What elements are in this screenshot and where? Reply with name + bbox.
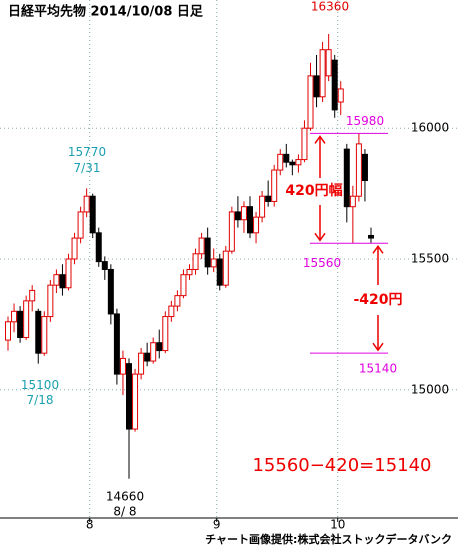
candle-body — [331, 59, 338, 111]
candle-body — [271, 169, 278, 202]
candle-body — [11, 310, 18, 323]
y-tick-label: 15000 — [411, 382, 449, 396]
x-tick-label: 8 — [86, 518, 94, 532]
candle-body — [180, 274, 187, 297]
candle-body — [23, 300, 30, 338]
candle-body — [162, 316, 169, 352]
candle-body — [5, 321, 11, 341]
candle-body — [150, 342, 157, 362]
callout-value: 16360 — [311, 0, 349, 14]
candle-body — [283, 153, 290, 163]
callout-value: 14660 — [106, 489, 144, 503]
level-label: 15560 — [303, 256, 341, 270]
candle-body — [259, 195, 266, 218]
candle-body — [77, 211, 84, 239]
candle-body — [83, 195, 90, 213]
level-label: 15980 — [346, 114, 384, 128]
candle-body — [186, 268, 193, 276]
y-tick-label: 16000 — [411, 121, 449, 135]
candle-body — [247, 206, 253, 234]
candle-body — [325, 49, 332, 77]
candle-body — [210, 258, 217, 268]
arrow-head — [372, 342, 384, 352]
candle-body — [113, 313, 120, 375]
candle-body — [53, 274, 60, 286]
callout-date: 7/18 — [27, 393, 54, 407]
candle-body — [192, 253, 199, 270]
candle-body — [368, 234, 374, 239]
candle-body — [126, 363, 132, 430]
candle-body — [228, 211, 235, 252]
candle-body — [132, 373, 139, 430]
candle-body — [35, 310, 42, 354]
callout-value: 15770 — [68, 145, 106, 159]
candle-body — [138, 352, 145, 375]
candle-body — [265, 195, 272, 202]
candle-body — [101, 261, 108, 270]
arrow-head — [314, 135, 326, 144]
candle-body — [59, 274, 66, 289]
candle-body — [289, 161, 296, 166]
candle-body — [29, 289, 36, 302]
candle-body — [277, 153, 284, 171]
candle-body — [337, 88, 344, 103]
range-label: 420円幅 — [285, 182, 342, 199]
candle-body — [107, 268, 114, 315]
candle-body — [47, 284, 54, 318]
formula: 15560−420=15140 — [252, 455, 431, 476]
candle-body — [295, 159, 302, 166]
candle-body — [319, 49, 326, 98]
candle-body — [361, 153, 368, 182]
x-tick-label: 10 — [330, 518, 345, 532]
candle-body — [156, 342, 163, 352]
candle-body — [204, 237, 211, 268]
callout-date: 8/ 8 — [113, 504, 136, 518]
candle-body — [174, 295, 181, 307]
candle-body — [119, 357, 126, 375]
candle-body — [355, 143, 362, 197]
candle-body — [216, 258, 223, 286]
callout-date: 7/31 — [74, 161, 101, 175]
arrow-head — [314, 232, 326, 242]
candle-body — [168, 305, 175, 318]
drop-label: -420円 — [353, 292, 402, 308]
candle-body — [349, 195, 356, 208]
candle-body — [313, 75, 320, 98]
candle-body — [253, 216, 260, 234]
candle-body — [301, 127, 308, 161]
candle-body — [65, 258, 72, 289]
candle-body — [234, 211, 241, 221]
x-tick-label: 9 — [213, 518, 221, 532]
candle-body — [17, 310, 24, 338]
candle-body — [95, 232, 102, 263]
candle-body — [41, 316, 48, 354]
candle-body — [144, 352, 151, 362]
candle-body — [240, 206, 247, 221]
candle-body — [198, 237, 205, 255]
y-tick-label: 15500 — [411, 252, 449, 266]
candle-body — [71, 237, 78, 260]
candle-body — [307, 75, 314, 129]
candle-body — [89, 195, 96, 234]
arrow-head — [372, 245, 384, 254]
source: チャート画像提供:株式会社ストックデータバンク — [205, 532, 452, 546]
candle-body — [222, 250, 229, 286]
chart-title: 日経平均先物 2014/10/08 日足 — [8, 4, 204, 20]
level-label: 15140 — [359, 362, 397, 376]
candle-body — [343, 148, 350, 208]
callout-value: 15100 — [21, 378, 59, 392]
